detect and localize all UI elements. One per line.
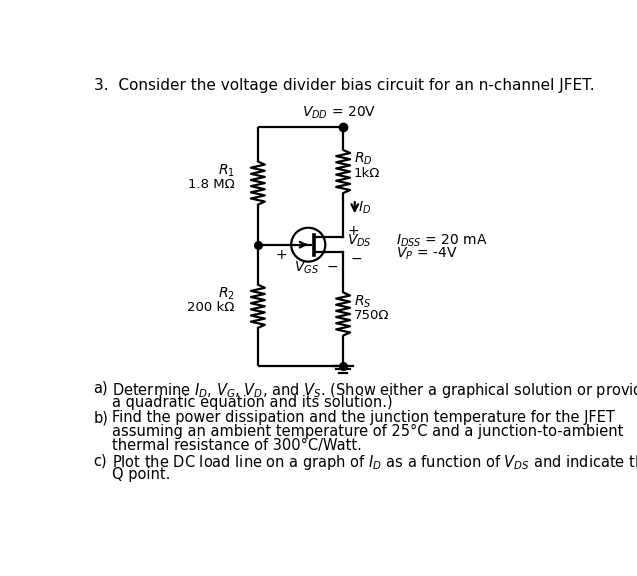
Text: assuming an ambient temperature of 25°C and a junction-to-ambient: assuming an ambient temperature of 25°C … [112,424,624,439]
Text: $V_{GS}$  −: $V_{GS}$ − [294,260,338,276]
Text: 200 kΩ: 200 kΩ [187,301,234,314]
Text: +: + [347,224,359,238]
Text: Q point.: Q point. [112,467,171,482]
Text: −: − [350,252,362,266]
Text: Find the power dissipation and the junction temperature for the JFET: Find the power dissipation and the junct… [112,410,615,425]
Text: $R_D$: $R_D$ [354,151,373,168]
Text: $R_S$: $R_S$ [354,293,371,310]
Text: $I_D$: $I_D$ [358,199,371,216]
Text: $V_P$ = -4V: $V_P$ = -4V [396,246,457,262]
Text: Plot the DC load line on a graph of $I_D$ as a function of $V_{DS}$ and indicate: Plot the DC load line on a graph of $I_D… [112,453,637,472]
Text: $R_1$: $R_1$ [218,162,234,179]
Text: a quadratic equation and its solution.): a quadratic equation and its solution.) [112,395,393,410]
Text: 3.  Consider the voltage divider bias circuit for an n-channel JFET.: 3. Consider the voltage divider bias cir… [94,78,594,93]
Text: 1kΩ: 1kΩ [354,166,380,180]
Text: b): b) [94,410,108,425]
Text: $V_{DD}$ = 20V: $V_{DD}$ = 20V [302,104,376,121]
Text: c): c) [94,453,107,468]
Text: Determine $I_D$, $V_G$, $V_D$, and $V_S$. (Show either a graphical solution or p: Determine $I_D$, $V_G$, $V_D$, and $V_S$… [112,381,637,400]
Text: $V_{DS}$: $V_{DS}$ [347,233,372,249]
Text: $I_{DSS}$ = 20 mA: $I_{DSS}$ = 20 mA [396,233,487,249]
Text: 750Ω: 750Ω [354,309,389,322]
Text: $R_2$: $R_2$ [218,286,234,302]
Text: thermal resistance of 300°C/Watt.: thermal resistance of 300°C/Watt. [112,438,362,453]
Text: 1.8 MΩ: 1.8 MΩ [188,178,234,191]
Text: a): a) [94,381,108,396]
Text: +: + [275,248,287,263]
